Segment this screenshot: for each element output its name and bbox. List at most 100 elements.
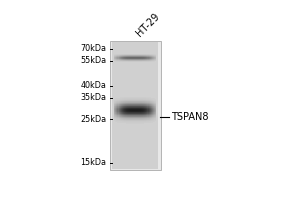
- Bar: [150, 58, 151, 59]
- Bar: [144, 54, 145, 55]
- Bar: [124, 119, 125, 120]
- Bar: [116, 121, 117, 122]
- Bar: [121, 119, 122, 120]
- Bar: [128, 110, 129, 111]
- Bar: [137, 100, 138, 101]
- Bar: [139, 112, 140, 113]
- Bar: [137, 122, 138, 123]
- Bar: [129, 104, 130, 105]
- Bar: [115, 55, 116, 56]
- Bar: [144, 121, 145, 122]
- Bar: [153, 103, 154, 104]
- Bar: [151, 57, 152, 58]
- Bar: [124, 97, 125, 98]
- Bar: [137, 103, 138, 104]
- Bar: [139, 57, 140, 58]
- Bar: [145, 118, 146, 119]
- Bar: [153, 117, 154, 118]
- Bar: [114, 104, 115, 105]
- Bar: [142, 114, 143, 115]
- Bar: [125, 117, 126, 118]
- Bar: [118, 122, 120, 123]
- Bar: [125, 56, 126, 57]
- Bar: [125, 107, 126, 108]
- Bar: [130, 119, 131, 120]
- Bar: [143, 119, 144, 120]
- Bar: [146, 113, 148, 114]
- Bar: [130, 100, 131, 101]
- Bar: [126, 110, 127, 111]
- Bar: [133, 58, 134, 59]
- Bar: [121, 105, 122, 106]
- Bar: [122, 116, 123, 117]
- Bar: [114, 118, 115, 119]
- Bar: [143, 102, 144, 103]
- Bar: [139, 114, 140, 115]
- Bar: [125, 61, 126, 62]
- Bar: [122, 102, 123, 103]
- Bar: [115, 104, 116, 105]
- Bar: [153, 55, 154, 56]
- Bar: [117, 61, 119, 62]
- Bar: [127, 116, 128, 117]
- Bar: [144, 116, 145, 117]
- Bar: [155, 55, 156, 56]
- Bar: [118, 55, 120, 56]
- Bar: [118, 58, 120, 59]
- Bar: [117, 111, 119, 112]
- Bar: [144, 117, 145, 118]
- Bar: [143, 121, 144, 122]
- Bar: [130, 59, 131, 60]
- Bar: [124, 111, 125, 112]
- Bar: [128, 59, 129, 60]
- Bar: [116, 99, 117, 100]
- Bar: [128, 99, 129, 100]
- Bar: [123, 104, 124, 105]
- Bar: [146, 106, 148, 107]
- Bar: [121, 118, 122, 119]
- Bar: [125, 119, 126, 120]
- Bar: [142, 117, 143, 118]
- Bar: [116, 103, 117, 104]
- Bar: [128, 123, 129, 124]
- Bar: [114, 57, 115, 58]
- Bar: [123, 117, 124, 118]
- Bar: [124, 108, 125, 109]
- Bar: [121, 114, 122, 115]
- Bar: [118, 101, 120, 102]
- Bar: [151, 61, 152, 62]
- Bar: [150, 112, 151, 113]
- Bar: [116, 98, 117, 99]
- Bar: [128, 102, 129, 103]
- Bar: [141, 61, 142, 62]
- Bar: [117, 117, 119, 118]
- Bar: [121, 109, 122, 110]
- Bar: [126, 104, 127, 105]
- Bar: [122, 114, 123, 115]
- Bar: [155, 105, 156, 106]
- Bar: [135, 113, 136, 114]
- Bar: [152, 117, 153, 118]
- Bar: [144, 118, 145, 119]
- Bar: [143, 103, 144, 104]
- Bar: [131, 107, 133, 108]
- Bar: [151, 54, 152, 55]
- Bar: [134, 101, 135, 102]
- Bar: [129, 98, 130, 99]
- Bar: [137, 117, 138, 118]
- Bar: [114, 120, 115, 121]
- Bar: [130, 105, 131, 106]
- Bar: [136, 117, 137, 118]
- Bar: [116, 118, 117, 119]
- Bar: [148, 113, 150, 114]
- Bar: [121, 54, 122, 55]
- Bar: [127, 120, 128, 121]
- Bar: [138, 108, 139, 109]
- Bar: [133, 117, 134, 118]
- Bar: [135, 60, 136, 61]
- Bar: [151, 104, 152, 105]
- Bar: [116, 119, 117, 120]
- Bar: [121, 115, 122, 116]
- Bar: [131, 118, 133, 119]
- Bar: [137, 115, 138, 116]
